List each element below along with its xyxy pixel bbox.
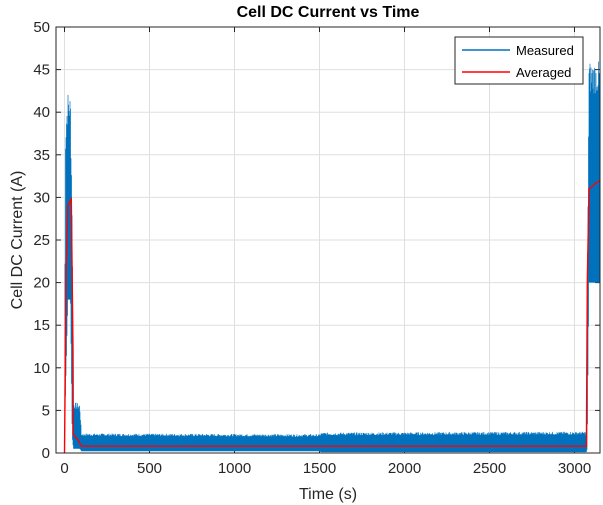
y-tick-label: 0: [42, 445, 50, 462]
y-tick-label: 5: [42, 402, 50, 419]
axes-box: [55, 26, 601, 454]
x-axis-label: Time (s): [299, 486, 357, 503]
legend: Measured Averaged: [454, 36, 584, 85]
x-tick-label: 2500: [473, 460, 506, 477]
x-tick-label: 2000: [388, 460, 421, 477]
y-tick-label: 40: [33, 104, 50, 121]
y-tick-label: 20: [33, 275, 50, 292]
x-tick-label: 1000: [218, 460, 251, 477]
legend-box: [454, 36, 584, 85]
chart-title: Cell DC Current vs Time: [237, 4, 420, 21]
data-layer: [63, 61, 601, 454]
x-tick-label: 0: [60, 460, 68, 477]
y-tick-label: 25: [33, 232, 50, 249]
y-tick-label: 15: [33, 317, 50, 334]
series-averaged: [63, 179, 601, 454]
x-tick-label: 1500: [303, 460, 336, 477]
tick-labels: 0 500 1000 1500 2000 2500 3000 0 5 10 15 20 25 30 35 40…: [33, 19, 591, 477]
y-axis-label: Cell DC Current (A): [9, 171, 26, 310]
y-tick-label: 45: [33, 62, 50, 79]
legend-label-averaged: Averaged: [516, 65, 571, 80]
x-tick-label: 3000: [558, 460, 591, 477]
y-tick-label: 35: [33, 147, 50, 164]
x-tick-label: 500: [137, 460, 162, 477]
series-measured: [64, 61, 601, 453]
y-tick-label: 50: [33, 19, 50, 36]
y-tick-label: 30: [33, 189, 50, 206]
legend-label-measured: Measured: [516, 43, 574, 58]
y-tick-label: 10: [33, 360, 50, 377]
